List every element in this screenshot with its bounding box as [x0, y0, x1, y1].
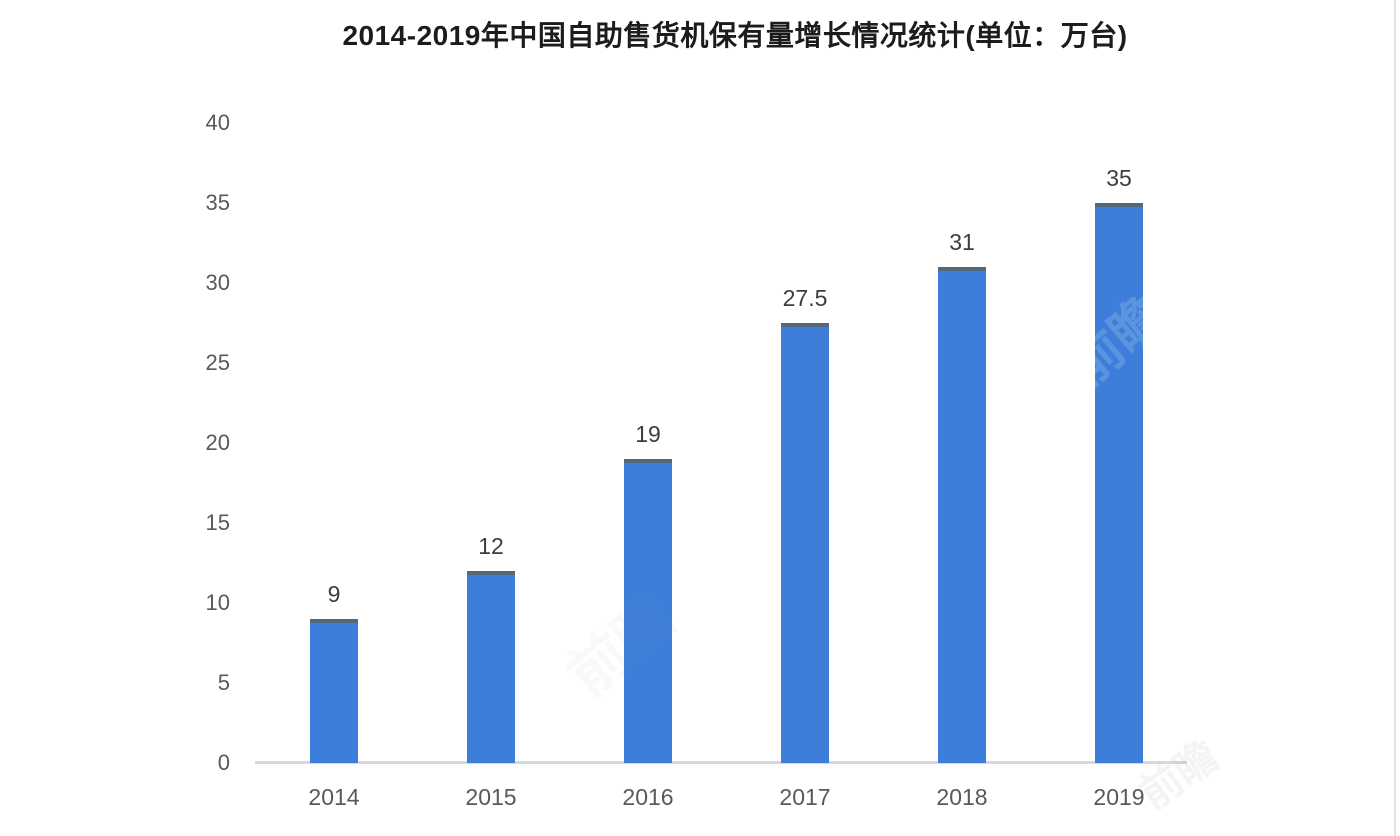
bar-2019	[1095, 203, 1143, 763]
bar-value-label: 31	[949, 229, 975, 255]
y-tick-label: 20	[205, 430, 230, 455]
x-tick-label: 2017	[779, 784, 831, 810]
y-tick-label: 40	[205, 110, 230, 135]
bar-value-label: 35	[1106, 165, 1132, 191]
y-tick-label: 5	[217, 670, 230, 695]
x-tick-label: 2018	[936, 784, 988, 810]
y-tick-label: 0	[217, 750, 230, 775]
y-tick-label: 15	[205, 510, 230, 535]
y-tick-label: 10	[205, 590, 230, 615]
x-tick-label: 2014	[308, 784, 360, 810]
x-tick-label: 2019	[1093, 784, 1145, 810]
bar-value-label: 27.5	[782, 285, 828, 311]
chart-title: 2014-2019年中国自助售货机保有量增长情况统计(单位：万台)	[342, 20, 1128, 51]
bar-value-label: 19	[635, 421, 661, 447]
bar-value-label: 12	[478, 533, 504, 559]
bar-2017	[781, 323, 829, 763]
bar-2015	[467, 571, 515, 763]
bar-2014	[310, 619, 358, 763]
right-edge-line	[1394, 0, 1396, 836]
x-axis-line	[255, 761, 1187, 764]
bar-value-label: 9	[327, 581, 341, 607]
y-tick-label: 30	[205, 270, 230, 295]
bar-2018	[938, 267, 986, 763]
y-tick-label: 35	[205, 190, 230, 215]
x-tick-label: 2016	[622, 784, 674, 810]
x-tick-label: 2015	[465, 784, 517, 810]
y-tick-label: 25	[205, 350, 230, 375]
bar-2016	[624, 459, 672, 763]
